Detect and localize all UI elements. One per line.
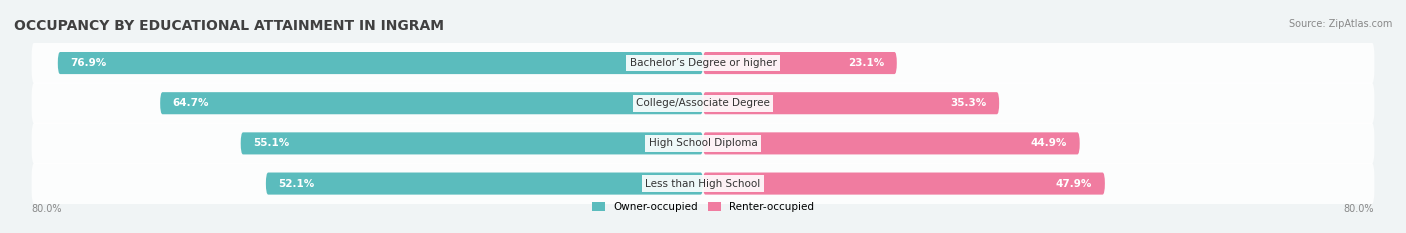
Text: College/Associate Degree: College/Associate Degree bbox=[636, 98, 770, 108]
FancyBboxPatch shape bbox=[703, 172, 1105, 195]
FancyBboxPatch shape bbox=[58, 52, 703, 74]
FancyBboxPatch shape bbox=[160, 92, 703, 114]
FancyBboxPatch shape bbox=[31, 163, 1375, 204]
Text: 47.9%: 47.9% bbox=[1056, 178, 1092, 188]
FancyBboxPatch shape bbox=[703, 52, 897, 74]
Text: 55.1%: 55.1% bbox=[253, 138, 290, 148]
Text: 80.0%: 80.0% bbox=[32, 204, 62, 214]
FancyBboxPatch shape bbox=[31, 123, 1375, 164]
Text: 44.9%: 44.9% bbox=[1031, 138, 1067, 148]
Text: OCCUPANCY BY EDUCATIONAL ATTAINMENT IN INGRAM: OCCUPANCY BY EDUCATIONAL ATTAINMENT IN I… bbox=[14, 19, 444, 33]
FancyBboxPatch shape bbox=[240, 132, 703, 154]
Text: Less than High School: Less than High School bbox=[645, 178, 761, 188]
Text: 76.9%: 76.9% bbox=[70, 58, 107, 68]
Text: 52.1%: 52.1% bbox=[278, 178, 315, 188]
Legend: Owner-occupied, Renter-occupied: Owner-occupied, Renter-occupied bbox=[588, 198, 818, 216]
Text: High School Diploma: High School Diploma bbox=[648, 138, 758, 148]
FancyBboxPatch shape bbox=[703, 92, 1000, 114]
Text: 23.1%: 23.1% bbox=[848, 58, 884, 68]
Text: Bachelor’s Degree or higher: Bachelor’s Degree or higher bbox=[630, 58, 776, 68]
Text: Source: ZipAtlas.com: Source: ZipAtlas.com bbox=[1288, 19, 1392, 29]
Text: 80.0%: 80.0% bbox=[1344, 204, 1374, 214]
FancyBboxPatch shape bbox=[266, 172, 703, 195]
FancyBboxPatch shape bbox=[31, 42, 1375, 84]
FancyBboxPatch shape bbox=[703, 132, 1080, 154]
Text: 35.3%: 35.3% bbox=[950, 98, 987, 108]
Text: 64.7%: 64.7% bbox=[173, 98, 209, 108]
FancyBboxPatch shape bbox=[31, 82, 1375, 124]
